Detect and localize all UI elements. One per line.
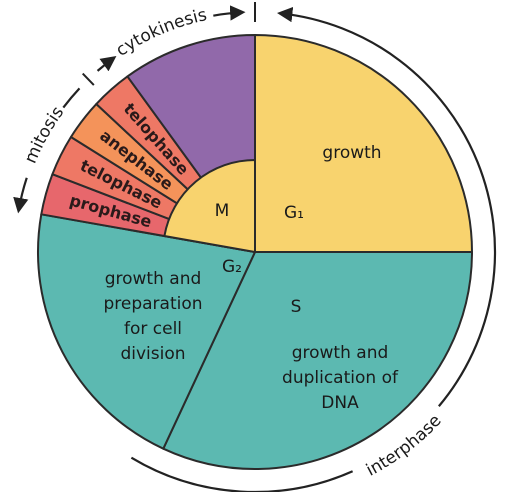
s-sector [162, 251, 473, 470]
s-text: growth and [292, 343, 389, 363]
s-text: DNA [321, 393, 359, 413]
g1-label: G₁ [284, 203, 304, 223]
g2-text: division [120, 344, 185, 364]
g2-sector [37, 213, 256, 450]
mitosis-arc [62, 87, 81, 109]
arc-divider [82, 72, 95, 86]
g2-text: for cell [124, 319, 182, 339]
s-text: duplication of [282, 368, 399, 388]
interphase-arc [277, 6, 497, 407]
cytokinesis-arc [96, 56, 117, 72]
s-label: S [291, 297, 302, 317]
g2-text: preparation [103, 294, 202, 314]
g2-label: G₂ [222, 257, 242, 277]
g1-text: growth [322, 143, 381, 163]
cytokinesis-arc [213, 5, 246, 21]
g1-sector [254, 34, 473, 253]
g2-text: growth and [105, 269, 202, 289]
mitosis-arc [13, 177, 29, 214]
m-label: M [215, 201, 230, 221]
m-sector [163, 159, 256, 253]
